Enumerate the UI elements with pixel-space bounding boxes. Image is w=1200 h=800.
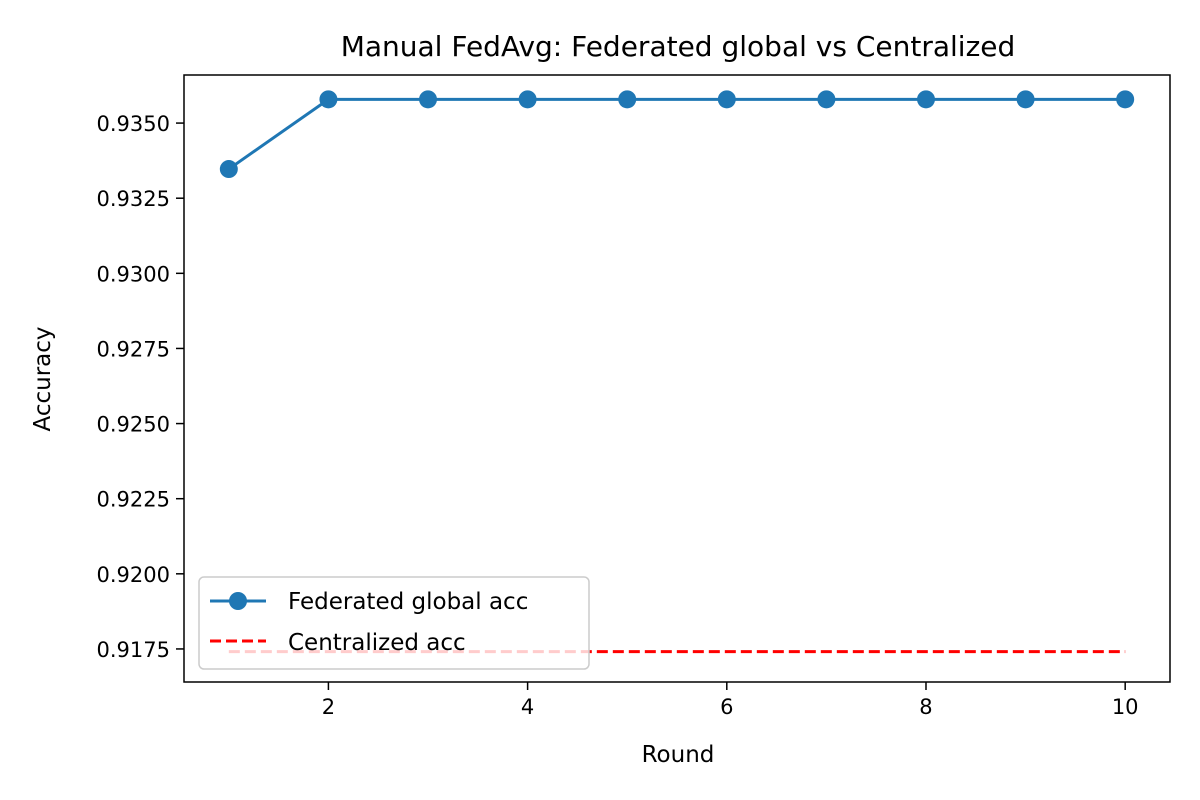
legend-box bbox=[198, 576, 590, 670]
federated-data-point bbox=[419, 90, 438, 109]
legend[interactable]: Federated global acc Centralized acc bbox=[198, 576, 590, 670]
y-tick-label: 0.9250 bbox=[97, 413, 170, 437]
axis-ticks: 2 4 6 8 10 0.9175 0.9200 0.9225 0.9250 0.9275 0.93… bbox=[97, 112, 1139, 719]
legend-centralized-label: Centralized acc bbox=[288, 630, 466, 656]
federated-data-point bbox=[1116, 90, 1135, 109]
x-tick-label: 4 bbox=[521, 695, 534, 719]
y-tick-label: 0.9275 bbox=[97, 337, 170, 361]
y-tick-label: 0.9200 bbox=[97, 563, 170, 587]
legend-federated-label: Federated global acc bbox=[288, 589, 528, 615]
federated-data-point bbox=[1016, 90, 1035, 109]
federated-data-point bbox=[219, 160, 238, 179]
y-tick-label: 0.9225 bbox=[97, 488, 170, 512]
x-tick-label: 6 bbox=[720, 695, 733, 719]
federated-data-point bbox=[319, 90, 338, 109]
federated-data-point bbox=[518, 90, 537, 109]
federated-data-point bbox=[717, 90, 736, 109]
plot-frame bbox=[183, 74, 1171, 683]
legend-federated-marker bbox=[229, 592, 247, 610]
federated-data-point bbox=[817, 90, 836, 109]
x-axis-label: Round bbox=[642, 742, 715, 768]
x-tick-label: 10 bbox=[1112, 695, 1139, 719]
x-tick-label: 8 bbox=[919, 695, 932, 719]
x-tick-label: 2 bbox=[322, 695, 335, 719]
y-tick-label: 0.9300 bbox=[97, 262, 170, 286]
y-tick-label: 0.9175 bbox=[97, 638, 170, 662]
y-tick-label: 0.9325 bbox=[97, 187, 170, 211]
federated-data-point bbox=[618, 90, 637, 109]
y-tick-label: 0.9350 bbox=[97, 112, 170, 136]
federated-global-acc-line bbox=[227, 97, 1126, 171]
y-axis-label: Accuracy bbox=[30, 326, 56, 431]
chart-title: Manual FedAvg: Federated global vs Centr… bbox=[341, 30, 1016, 63]
federated-data-point bbox=[916, 90, 935, 109]
